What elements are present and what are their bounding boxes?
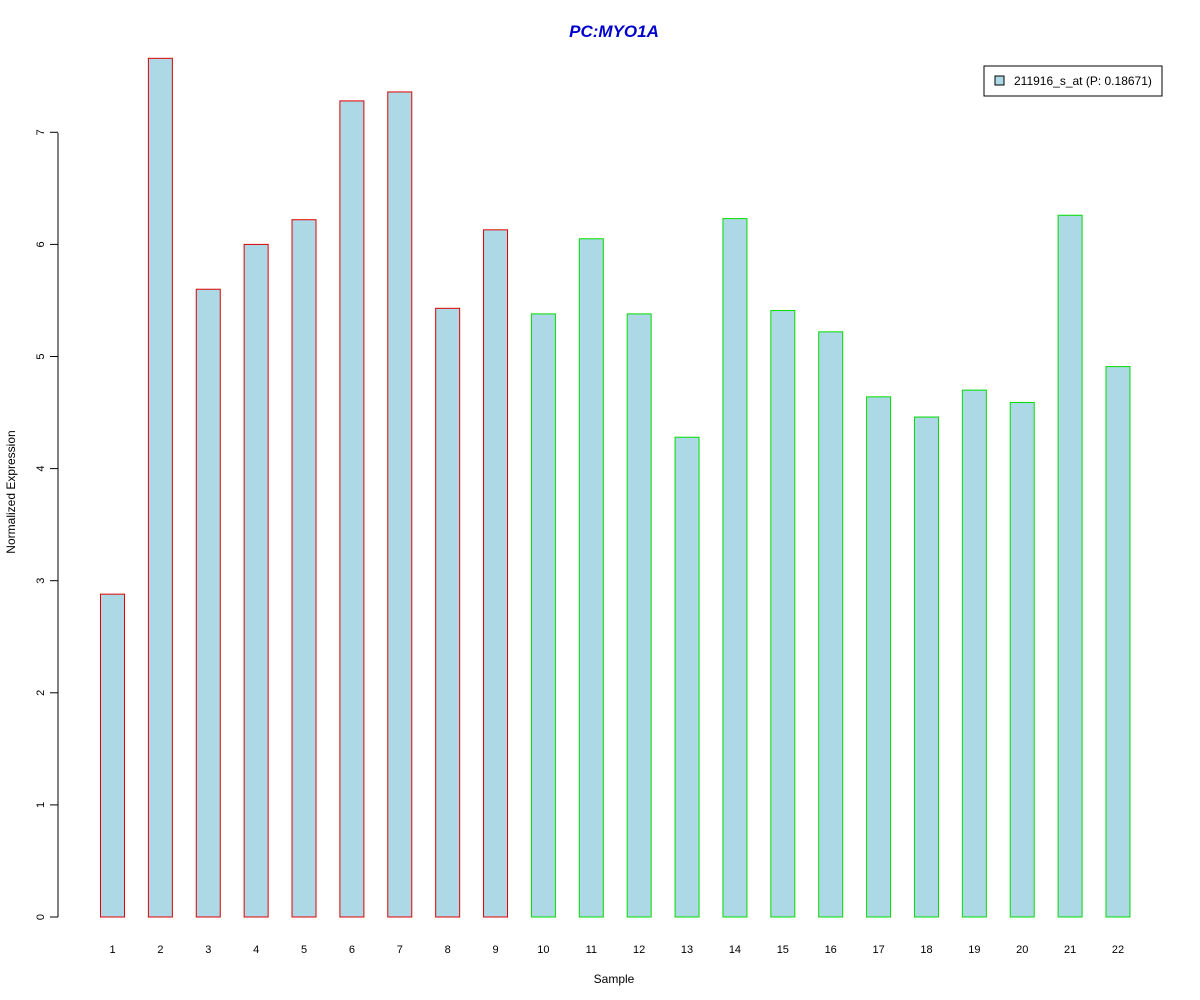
y-axis-label: Normalized Expression xyxy=(4,430,18,553)
legend: 211916_s_at (P: 0.18671) xyxy=(983,65,1163,97)
x-tick-label: 11 xyxy=(586,944,597,956)
bar-sample-9 xyxy=(483,229,509,918)
x-tick-label: 9 xyxy=(492,944,498,956)
bar-sample-1 xyxy=(100,593,125,918)
bar-sample-8 xyxy=(435,307,461,918)
x-tick-label: 1 xyxy=(109,944,115,956)
y-tick-label: 7 xyxy=(35,129,47,135)
legend-swatch xyxy=(994,75,1005,86)
bar-sample-17 xyxy=(866,396,892,918)
x-tick-label: 3 xyxy=(205,944,211,956)
x-tick-label: 20 xyxy=(1016,944,1028,956)
y-ticks: 0 1 2 3 4 5 6 7 xyxy=(35,129,58,920)
x-tick-label: 7 xyxy=(397,944,403,956)
y-axis: 0 1 2 3 4 5 6 7 xyxy=(35,129,59,920)
y-tick-label: 0 xyxy=(35,914,47,920)
bar-sample-10 xyxy=(530,313,556,918)
bar-sample-15 xyxy=(770,310,796,918)
x-tick-label: 5 xyxy=(301,944,307,956)
legend-box xyxy=(983,65,1163,97)
bar-sample-22 xyxy=(1105,366,1131,918)
legend-label: 211916_s_at (P: 0.18671) xyxy=(1014,74,1152,88)
x-tick-label: 10 xyxy=(537,944,549,956)
bar-sample-16 xyxy=(818,331,844,918)
bar-sample-3 xyxy=(195,288,221,918)
x-tick-label: 21 xyxy=(1064,944,1076,956)
x-tick-label: 17 xyxy=(872,944,884,956)
x-tick-label: 8 xyxy=(445,944,451,956)
y-tick-label: 5 xyxy=(35,353,47,359)
bar-sample-4 xyxy=(243,243,269,918)
y-tick-label: 4 xyxy=(35,466,47,472)
x-axis-label: Sample xyxy=(594,972,635,986)
y-tick-label: 2 xyxy=(35,690,47,696)
bar-sample-19 xyxy=(961,389,987,918)
y-tick-label: 3 xyxy=(35,578,47,584)
x-tick-label: 18 xyxy=(920,944,932,956)
x-tick-label: 15 xyxy=(777,944,789,956)
bar-sample-20 xyxy=(1009,401,1035,918)
x-tick-label: 19 xyxy=(968,944,980,956)
x-tick-label: 6 xyxy=(349,944,355,956)
x-tick-label: 4 xyxy=(253,944,259,956)
x-tick-label: 12 xyxy=(633,944,645,956)
bar-sample-18 xyxy=(913,416,939,918)
x-tick-label: 16 xyxy=(825,944,837,956)
y-tick-label: 6 xyxy=(35,241,47,247)
x-tick-label: 14 xyxy=(729,944,741,956)
x-tick-label: 22 xyxy=(1112,944,1124,956)
bar-sample-6 xyxy=(339,100,365,918)
bar-sample-21 xyxy=(1057,214,1083,918)
chart-title: PC:MYO1A xyxy=(569,22,659,41)
bars xyxy=(100,57,1131,918)
bar-sample-2 xyxy=(147,57,173,918)
x-tick-label: 2 xyxy=(157,944,163,956)
bar-sample-14 xyxy=(722,218,748,918)
bar-sample-5 xyxy=(291,219,317,918)
x-tick-labels: 1 2 3 4 5 6 7 8 9 10 11 12 13 14 15 16 17 18 19 20 21 22 xyxy=(109,944,1124,956)
bar-sample-7 xyxy=(387,91,413,918)
x-tick-label: 13 xyxy=(681,944,693,956)
bar-sample-11 xyxy=(578,238,604,918)
bar-sample-12 xyxy=(626,313,652,918)
y-tick-label: 1 xyxy=(35,802,47,808)
bar-sample-13 xyxy=(674,436,700,918)
